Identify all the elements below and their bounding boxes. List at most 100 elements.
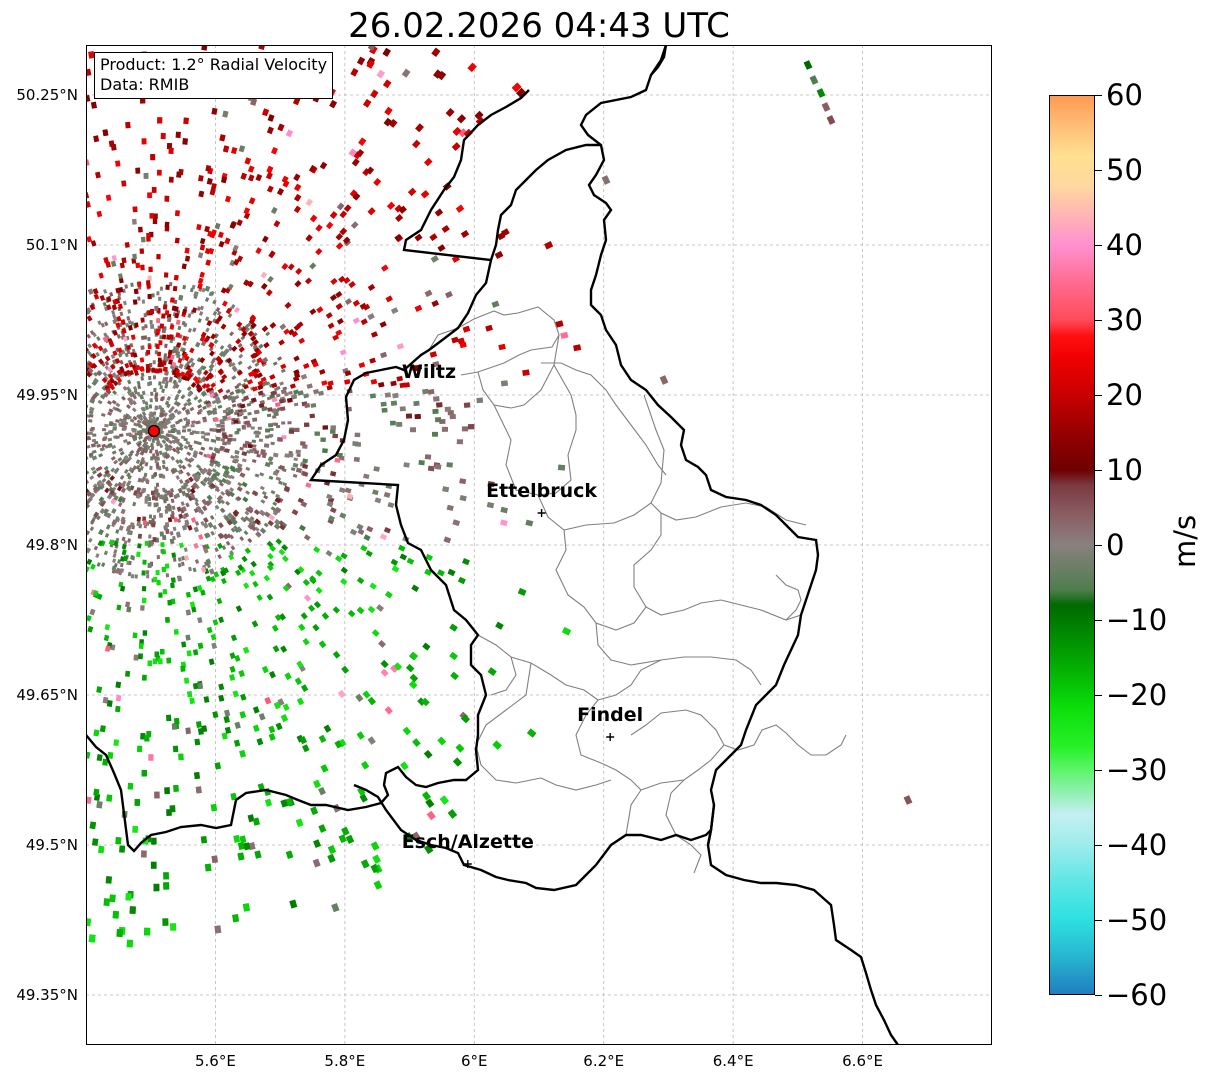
velocity-gate (167, 446, 173, 452)
velocity-gate (136, 442, 142, 448)
velocity-gate (230, 454, 235, 460)
velocity-gate (434, 464, 442, 470)
velocity-gate (441, 426, 449, 432)
colorbar-tick-mark (1095, 545, 1102, 546)
velocity-gate (164, 384, 169, 389)
velocity-gate (106, 700, 113, 707)
velocity-gate (126, 939, 134, 948)
product-label: Product: 1.2° Radial Velocity (100, 55, 328, 74)
velocity-gate (446, 462, 453, 468)
velocity-gate (152, 515, 157, 520)
velocity-gate (189, 406, 195, 412)
velocity-gate (127, 452, 133, 458)
velocity-gate (129, 342, 134, 348)
velocity-gate (185, 471, 191, 477)
velocity-gate (96, 754, 103, 762)
velocity-gate (112, 558, 117, 564)
velocity-gate (168, 147, 174, 154)
velocity-gate (162, 588, 168, 595)
velocity-gate (172, 285, 178, 292)
velocity-gate (287, 421, 292, 425)
velocity-gate (123, 455, 129, 461)
velocity-gate (237, 326, 243, 332)
velocity-gate (242, 443, 248, 448)
velocity-gate (158, 296, 162, 301)
velocity-gate (124, 352, 129, 358)
velocity-gate (296, 453, 301, 458)
velocity-gate (237, 360, 243, 366)
velocity-gate (187, 428, 192, 432)
velocity-gate (125, 893, 132, 901)
velocity-gate (500, 380, 509, 387)
lat-tick-label: 49.65°N (16, 686, 78, 704)
lat-tick-label: 50.1°N (25, 236, 78, 254)
velocity-gate (268, 456, 274, 461)
velocity-gate (247, 518, 253, 524)
velocity-gate (163, 425, 168, 430)
velocity-gate (141, 390, 146, 396)
velocity-gate (276, 425, 281, 429)
velocity-gate (192, 327, 197, 333)
velocity-gate (232, 913, 240, 923)
velocity-gate (196, 357, 202, 363)
velocity-gate (178, 418, 183, 423)
velocity-gate (173, 274, 179, 281)
velocity-gate (177, 575, 183, 582)
velocity-gate (180, 394, 186, 400)
velocity-gate (202, 478, 208, 484)
velocity-gate (155, 328, 160, 334)
velocity-gate (159, 323, 164, 329)
velocity-gate (115, 705, 121, 713)
velocity-gate (467, 424, 475, 430)
velocity-gate (222, 409, 228, 414)
velocity-gate (141, 442, 147, 448)
velocity-gate (161, 494, 166, 500)
velocity-gate (222, 434, 228, 439)
velocity-gate (152, 455, 156, 460)
velocity-gate (154, 489, 159, 494)
velocity-gate (148, 534, 152, 539)
velocity-gate (132, 253, 137, 260)
velocity-gate (132, 359, 137, 365)
velocity-gate (108, 430, 113, 434)
velocity-gate (173, 299, 178, 305)
velocity-gate (251, 458, 257, 464)
velocity-gate (212, 428, 217, 432)
velocity-gate (203, 437, 209, 442)
velocity-gate (143, 435, 149, 441)
velocity-gate (209, 515, 215, 520)
velocity-gate (164, 466, 169, 472)
velocity-gate (282, 386, 288, 391)
velocity-gate (182, 425, 187, 429)
velocity-gate (93, 788, 100, 796)
velocity-gate (164, 787, 170, 795)
velocity-gate (137, 384, 142, 390)
velocity-gate (187, 443, 193, 449)
velocity-gate (269, 434, 274, 438)
velocity-gate (100, 447, 105, 452)
velocity-gate (190, 423, 195, 428)
velocity-gate (96, 562, 101, 567)
velocity-gate (191, 420, 196, 425)
velocity-gate (257, 426, 262, 430)
velocity-gate (427, 465, 435, 472)
velocity-gate (229, 550, 235, 556)
velocity-gate (413, 400, 420, 407)
velocity-gate (107, 482, 113, 488)
velocity-gate (176, 429, 181, 433)
velocity-gate (151, 495, 156, 501)
velocity-gate (141, 769, 147, 777)
velocity-gate (126, 315, 131, 321)
velocity-gate (211, 468, 217, 473)
velocity-gate (228, 434, 233, 438)
velocity-gate (175, 446, 181, 452)
velocity-gate (104, 532, 110, 538)
velocity-gate (159, 412, 164, 418)
lon-tick-label: 6.2°E (583, 1052, 625, 1070)
velocity-gate (275, 493, 281, 499)
velocity-gate (191, 284, 196, 290)
velocity-gate (140, 449, 146, 455)
velocity-gate (136, 419, 142, 425)
velocity-gate (320, 437, 326, 442)
velocity-gate (163, 300, 168, 306)
